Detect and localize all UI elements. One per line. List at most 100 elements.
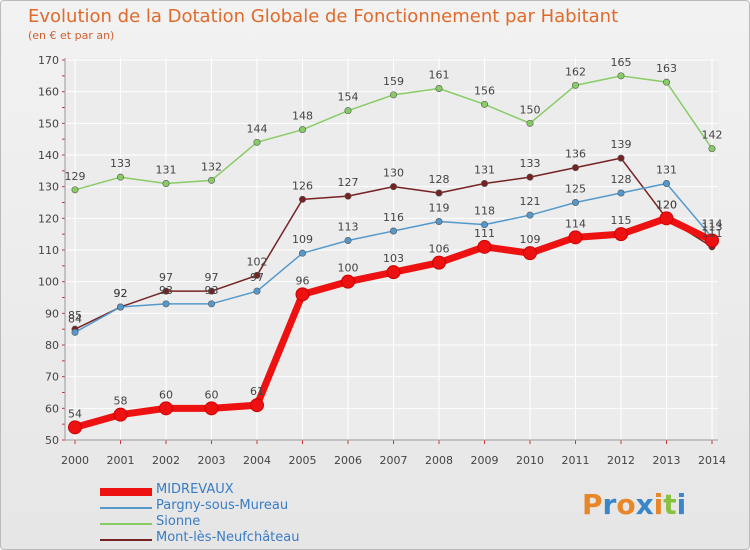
point-mont-les-neufchateau-2009 [480, 180, 488, 188]
data-label-midrevaux-2007: 103 [383, 252, 404, 265]
logo-letter: o [616, 488, 636, 521]
x-tick-label: 2009 [471, 454, 499, 467]
point-mont-les-neufchateau-2005 [298, 195, 306, 203]
logo-letter: i [653, 488, 664, 521]
point-midrevaux-2003 [204, 401, 219, 416]
data-label-sionne-2014: 142 [702, 129, 723, 142]
point-pargny-sous-mureau-2006 [344, 237, 352, 245]
x-tick-label: 2012 [607, 454, 635, 467]
point-pargny-sous-mureau-2001 [117, 303, 125, 311]
point-midrevaux-2014 [705, 233, 719, 248]
point-midrevaux-2001 [113, 407, 128, 422]
point-sionne-2007 [389, 91, 397, 99]
data-label-mont-les-neufchateau-2014: 111 [702, 227, 723, 240]
y-tick-label: 150 [38, 117, 59, 130]
data-label-pargny-sous-mureau-2005: 109 [292, 233, 313, 246]
legend-swatch-sionne [100, 523, 152, 525]
data-label-pargny-sous-mureau-2008: 119 [429, 202, 450, 215]
legend-item-midrevaux: MIDREVAUX [100, 482, 400, 500]
data-label-mont-les-neufchateau-2000: 85 [68, 309, 82, 322]
legend-swatch-midrevaux [100, 488, 152, 496]
data-label-pargny-sous-mureau-2006: 113 [338, 221, 359, 234]
point-mont-les-neufchateau-2010 [526, 173, 534, 181]
point-pargny-sous-mureau-2010 [526, 211, 534, 219]
point-sionne-2003 [208, 176, 216, 184]
point-pargny-sous-mureau-2005 [298, 249, 306, 257]
point-sionne-2010 [526, 119, 534, 127]
point-pargny-sous-mureau-2013 [662, 180, 670, 188]
data-label-pargny-sous-mureau-2009: 118 [474, 205, 495, 218]
data-label-sionne-2005: 148 [292, 110, 313, 123]
x-tick-label: 2011 [562, 454, 590, 467]
chart-legend: MIDREVAUX Pargny-sous-Mureau Sionne Mont… [100, 482, 400, 548]
data-label-mont-les-neufchateau-2009: 131 [474, 164, 495, 177]
point-pargny-sous-mureau-2000 [71, 328, 79, 336]
point-pargny-sous-mureau-2009 [480, 221, 488, 229]
point-midrevaux-2002 [159, 401, 173, 416]
data-label-pargny-sous-mureau-2002: 93 [159, 284, 173, 297]
data-label-mont-les-neufchateau-2013: 120 [656, 198, 677, 211]
data-label-midrevaux-2013: 120 [656, 198, 677, 211]
point-mont-les-neufchateau-2003 [208, 287, 216, 295]
data-label-midrevaux-2001: 58 [114, 395, 128, 408]
data-label-midrevaux-2006: 100 [338, 262, 359, 275]
x-tick-label: 2006 [334, 454, 362, 467]
y-tick-label: 50 [45, 434, 59, 447]
point-mont-les-neufchateau-2012 [617, 154, 625, 162]
data-label-pargny-sous-mureau-2007: 116 [383, 211, 404, 224]
point-sionne-2011 [571, 81, 579, 89]
proxiti-logo: Proxiti [582, 488, 686, 521]
point-midrevaux-2000 [68, 420, 82, 435]
grid-layer [65, 58, 718, 441]
data-label-sionne-2007: 159 [383, 75, 404, 88]
data-label-pargny-sous-mureau-2013: 131 [656, 164, 677, 177]
chart-subtitle: (en € et par an) [28, 29, 115, 42]
point-pargny-sous-mureau-2007 [389, 227, 397, 235]
x-tick-label: 2004 [243, 454, 271, 467]
data-label-sionne-2008: 161 [429, 69, 450, 82]
data-label-sionne-2003: 132 [201, 160, 222, 173]
x-tick-label: 2003 [198, 454, 226, 467]
point-sionne-2000 [71, 186, 79, 194]
data-label-mont-les-neufchateau-2003: 97 [205, 271, 219, 284]
logo-letter: x [635, 488, 654, 521]
y-tick-label: 130 [38, 181, 59, 194]
point-mont-les-neufchateau-2008 [435, 189, 443, 197]
point-midrevaux-2007 [386, 265, 401, 280]
legend-label-midrevaux: MIDREVAUX [156, 482, 234, 497]
y-tick-label: 140 [38, 149, 59, 162]
y-tick-label: 160 [38, 86, 59, 99]
y-tick-label: 120 [38, 212, 59, 225]
point-midrevaux-2009 [477, 239, 492, 254]
data-label-sionne-2011: 162 [565, 65, 586, 78]
data-label-midrevaux-2005: 96 [296, 274, 310, 287]
y-tick-label: 60 [45, 402, 59, 415]
data-label-mont-les-neufchateau-2012: 139 [611, 138, 632, 151]
data-label-mont-les-neufchateau-2001: 92 [114, 287, 128, 300]
point-midrevaux-2011 [568, 230, 583, 245]
point-midrevaux-2004 [250, 398, 264, 413]
data-label-sionne-2006: 154 [338, 91, 359, 104]
data-label-mont-les-neufchateau-2004: 102 [247, 255, 268, 268]
point-pargny-sous-mureau-2008 [435, 218, 443, 226]
data-label-pargny-sous-mureau-2011: 125 [565, 183, 586, 196]
point-midrevaux-2012 [614, 227, 628, 242]
data-label-mont-les-neufchateau-2007: 130 [383, 167, 404, 180]
legend-item-sionne: Sionne [100, 514, 400, 532]
x-tick-label: 2010 [516, 454, 544, 467]
data-label-mont-les-neufchateau-2002: 97 [159, 271, 173, 284]
data-label-pargny-sous-mureau-2004: 97 [250, 271, 264, 284]
data-label-midrevaux-2014: 113 [702, 221, 723, 234]
legend-swatch-mont-les-neufchateau [100, 539, 152, 541]
point-midrevaux-2006 [341, 274, 355, 289]
data-label-sionne-2002: 131 [156, 164, 177, 177]
point-sionne-2004 [253, 138, 261, 146]
data-label-mont-les-neufchateau-2008: 128 [429, 173, 450, 186]
data-label-sionne-2004: 144 [247, 122, 268, 135]
point-sionne-2012 [617, 72, 625, 80]
data-label-midrevaux-2002: 60 [159, 388, 173, 401]
point-sionne-2008 [435, 85, 443, 93]
data-label-pargny-sous-mureau-2003: 93 [205, 284, 219, 297]
logo-letter: P [582, 488, 603, 521]
data-label-mont-les-neufchateau-2011: 136 [565, 148, 586, 161]
